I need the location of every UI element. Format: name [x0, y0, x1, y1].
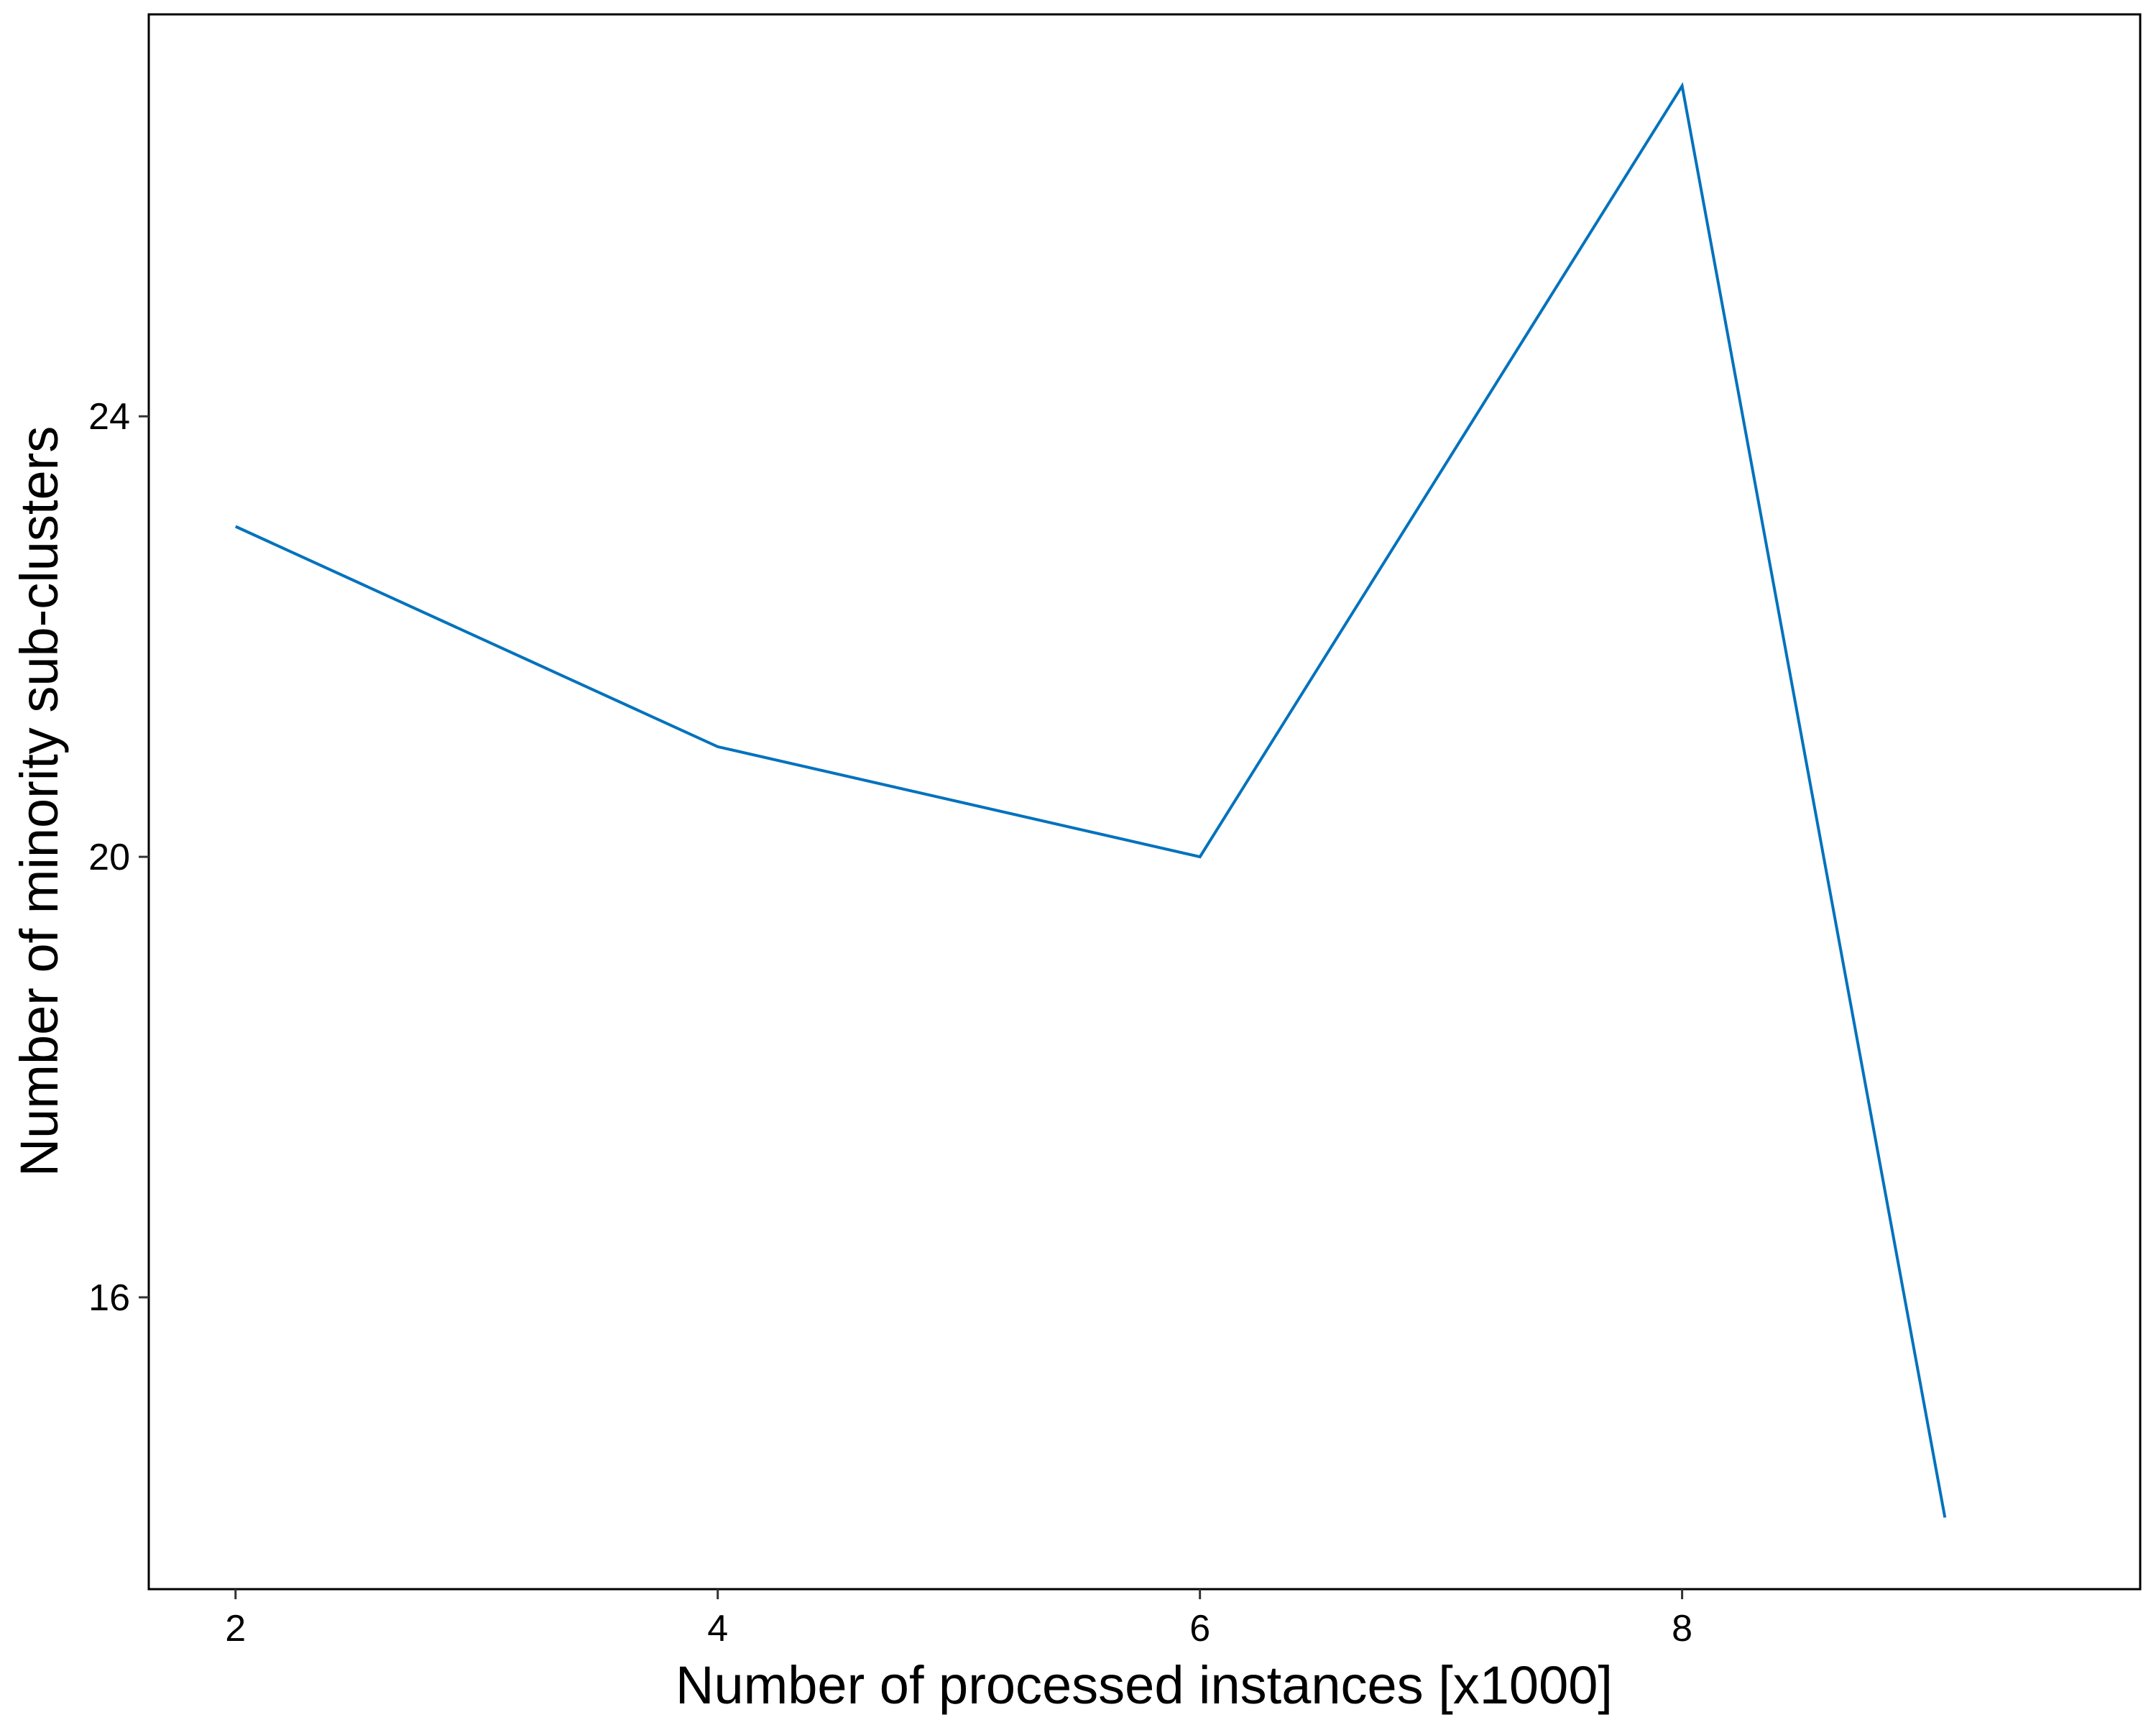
y-tick-label: 24 — [88, 396, 130, 438]
x-axis: 2 4 6 8 — [225, 1589, 1692, 1650]
series-layer — [234, 82, 1947, 1518]
x-tick-label: 8 — [1672, 1608, 1692, 1650]
plot-panel-border — [147, 13, 2142, 1591]
x-axis-title: Number of processed instances [x1000] — [676, 1655, 1613, 1715]
y-axis-title: Number of minority sub-clusters — [9, 426, 69, 1177]
y-axis: 16 20 24 — [88, 396, 149, 1319]
series-line — [234, 82, 1947, 1518]
x-tick-label: 4 — [707, 1608, 728, 1650]
x-tick-label: 6 — [1189, 1608, 1210, 1650]
x-tick-label: 2 — [225, 1608, 246, 1650]
y-tick-label: 16 — [88, 1277, 130, 1319]
y-tick-label: 20 — [88, 837, 130, 878]
